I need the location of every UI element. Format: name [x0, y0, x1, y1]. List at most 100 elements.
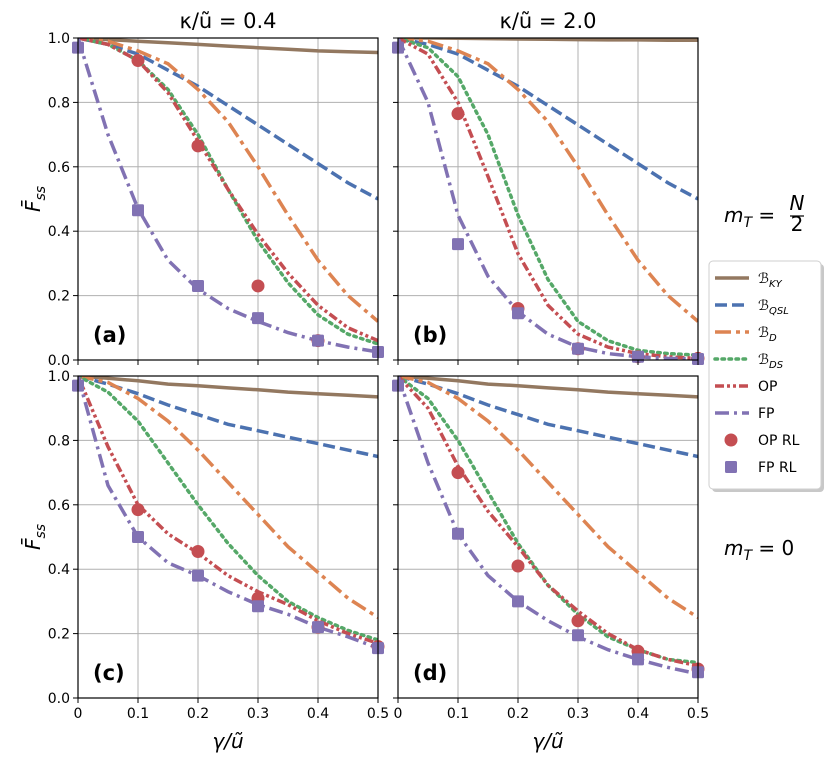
series-line-d: [78, 38, 378, 323]
panel-c: 0.0 0.2 0.4 0.6 0.8 1.0 0 0.1 0.2 0.3 0.4 0.5 (c): [48, 369, 389, 722]
fp-rl-point: [252, 600, 264, 613]
series-line-op: [398, 376, 698, 668]
panel-label: (b): [413, 323, 447, 347]
fp-rl-point: [132, 531, 144, 543]
panel-label: (a): [93, 323, 126, 347]
legend-label: ℬQSL: [758, 298, 789, 317]
series-line-op: [78, 376, 378, 645]
x-tick-label: 0.5: [367, 706, 389, 722]
op-rl-point: [191, 544, 205, 558]
fp-rl-point: [632, 653, 644, 666]
y-tick-label: 1.0: [48, 369, 70, 385]
x-tick-label: 0.3: [247, 706, 269, 722]
legend: ℬKY ℬQSL ℬD ℬDS OP FP OP RL FP RL: [708, 260, 824, 492]
plot-frame: [397, 375, 699, 699]
legend-label: ℬDS: [758, 352, 784, 371]
series-line-ds: [398, 38, 698, 357]
x-tick-label: 0: [74, 706, 83, 722]
fp-rl-point: [252, 312, 264, 325]
x-axis-label-right: γ/ũ: [532, 729, 563, 753]
op-rl-point: [451, 466, 465, 480]
op-rl-point: [131, 503, 145, 517]
y-tick-label: 0.6: [48, 498, 70, 514]
legend-label: FP RL: [758, 460, 797, 476]
series-line-d: [398, 376, 698, 619]
legend-entry: OP RL: [724, 433, 800, 449]
y-axis-label-text: F̄ss: [20, 524, 49, 550]
series-line-d: [78, 376, 378, 619]
x-tick-label: 0.2: [187, 706, 209, 722]
y-tick-label: 0.2: [48, 627, 70, 643]
legend-box: [708, 260, 822, 490]
fp-rl-point: [312, 621, 324, 634]
op-rl-point: [131, 54, 145, 68]
panels: 0.0 0.2 0.4 0.6 0.8 1.0 (a) (b) 0.0 0.2 0.4 0.6 0.8 1…: [48, 31, 709, 722]
y-tick-label: 0.0: [48, 691, 70, 707]
panel-label: (d): [413, 661, 447, 685]
column-title-right: κ/ũ = 2.0: [499, 9, 596, 33]
series-line-ds: [398, 376, 698, 665]
panel-label: (c): [93, 661, 125, 685]
series-line-ky: [78, 376, 378, 399]
series-line-qsl: [398, 38, 698, 201]
series-line-ky: [78, 38, 378, 55]
x-tick-label: 0.1: [447, 706, 469, 722]
y-tick-label: 0.6: [48, 160, 70, 176]
series-line-fp: [398, 376, 698, 676]
panel-d: 0 0.1 0.2 0.3 0.4 0.5 (d): [392, 375, 709, 722]
row-label-text: mT =: [724, 203, 775, 231]
series-line-qsl: [78, 376, 378, 459]
x-tick-label: 0.4: [627, 706, 649, 722]
legend-label: OP RL: [758, 433, 800, 449]
series-line-ds: [78, 376, 378, 642]
legend-entry: FP RL: [725, 460, 797, 476]
series-line-fp: [78, 38, 378, 354]
legend-label: FP: [758, 406, 775, 422]
x-tick-label: 0.4: [307, 706, 329, 722]
legend-label: ℬKY: [758, 271, 783, 290]
series-line-ky: [398, 376, 698, 399]
legend-entry: ℬD: [715, 325, 777, 344]
x-axis-label-left: γ/ũ: [212, 729, 243, 753]
op-rl-point: [571, 614, 585, 628]
series-line-fp: [398, 38, 698, 360]
legend-entry: ℬKY: [715, 271, 783, 290]
plot-frame: [77, 375, 379, 699]
y-tick-label: 0.8: [48, 95, 70, 111]
legend-label: OP: [758, 379, 777, 395]
fp-rl-point: [452, 527, 464, 540]
y-tick-label: 0.0: [48, 353, 70, 369]
series-line-op: [78, 38, 378, 343]
x-tick-label: 0.1: [127, 706, 149, 722]
y-tick-label: 0.4: [48, 562, 70, 578]
op-rl-point: [191, 139, 205, 153]
op-rl-point: [451, 107, 465, 121]
series-line-d: [398, 38, 698, 323]
series-line-qsl: [398, 376, 698, 459]
y-axis-label-top: F̄ss: [20, 186, 49, 212]
fp-rl-point: [192, 279, 204, 292]
y-tick-label: 0.2: [48, 289, 70, 305]
x-tick-label: 0: [394, 706, 403, 722]
fp-rl-point: [192, 569, 204, 582]
column-title-left: κ/ũ = 0.4: [179, 9, 276, 33]
y-tick-label: 0.8: [48, 433, 70, 449]
legend-label: ℬD: [758, 325, 777, 344]
fp-rl-point: [512, 307, 524, 320]
x-tick-label: 0.3: [567, 706, 589, 722]
series-line-qsl: [78, 38, 378, 201]
row-label-text: mT = 0: [724, 536, 794, 564]
legend-swatch: [725, 461, 737, 473]
op-rl-point: [511, 559, 525, 573]
panel-a: 0.0 0.2 0.4 0.6 0.8 1.0 (a): [48, 31, 384, 369]
panel-b: (b): [392, 37, 705, 366]
legend-entry: ℬDS: [713, 352, 784, 371]
x-tick-label: 0.2: [507, 706, 529, 722]
x-tick-label: 0.5: [687, 706, 709, 722]
legend-swatch: [724, 433, 738, 447]
plot-frame: [397, 37, 699, 361]
fp-rl-point: [132, 204, 144, 217]
row-label-top: mT = N2: [724, 191, 805, 236]
fp-rl-point: [452, 238, 464, 251]
legend-entry: FP: [715, 406, 775, 422]
